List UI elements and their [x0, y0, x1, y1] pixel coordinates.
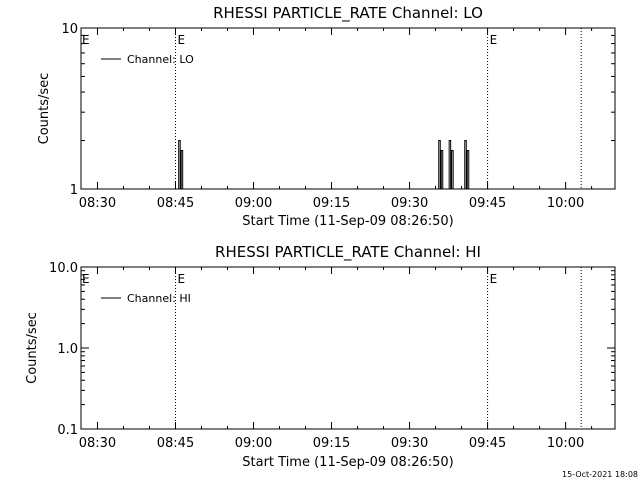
- chart-panel-2: RHESSI PARTICLE_RATE Channel: HI 08:30 08:…: [25, 243, 616, 470]
- y-tick-label: 0.1: [57, 423, 78, 438]
- x-tick-label: 09:45: [469, 196, 506, 211]
- event-marker: E: [177, 33, 185, 47]
- x-tick-label: 10:00: [547, 436, 584, 451]
- event-marker: E: [177, 272, 185, 286]
- event-marker: E: [82, 33, 90, 47]
- data-spike: [438, 140, 444, 189]
- data-spike: [464, 140, 470, 189]
- y-axis-label: Counts/sec: [25, 312, 40, 384]
- footer-date: 15-Oct-2021 18:08: [562, 470, 638, 479]
- y-tick-label: 1.0: [57, 342, 78, 357]
- x-tick-label: 09:30: [391, 196, 428, 211]
- x-axis-label: Start Time (11-Sep-09 08:26:50): [242, 214, 453, 229]
- x-tick-label: 09:45: [469, 436, 506, 451]
- chart-panel-1: RHESSI PARTICLE_RATE Channel: LO 08:30 08:…: [37, 4, 616, 229]
- x-tick-label: 09:30: [391, 436, 428, 451]
- x-tick-label: 09:00: [235, 196, 272, 211]
- data-spike: [448, 140, 454, 189]
- legend-label: Channel: HI: [127, 292, 191, 305]
- y-tick-label: 10: [61, 22, 78, 37]
- event-marker: E: [490, 33, 498, 47]
- x-tick-label: 08:45: [157, 196, 194, 211]
- legend-label: Channel: LO: [127, 53, 194, 66]
- x-tick-label: 10:00: [547, 196, 584, 211]
- chart-title: RHESSI PARTICLE_RATE Channel: HI: [215, 243, 481, 262]
- x-tick-label: 08:30: [79, 436, 116, 451]
- y-axis-label: Counts/sec: [37, 73, 52, 145]
- y-tick-label: 1: [70, 183, 78, 198]
- x-tick-label: 09:00: [235, 436, 272, 451]
- chart-title: RHESSI PARTICLE_RATE Channel: LO: [213, 4, 483, 23]
- event-marker: E: [82, 272, 90, 286]
- x-axis-label: Start Time (11-Sep-09 08:26:50): [242, 455, 453, 470]
- data-spike: [178, 140, 184, 189]
- y-tick-label: 10.0: [49, 261, 78, 276]
- plot-frame: [80, 27, 616, 190]
- event-marker: E: [490, 272, 498, 286]
- x-tick-label: 08:30: [79, 196, 116, 211]
- x-tick-label: 09:15: [313, 196, 350, 211]
- x-tick-label: 08:45: [157, 436, 194, 451]
- x-tick-label: 09:15: [313, 436, 350, 451]
